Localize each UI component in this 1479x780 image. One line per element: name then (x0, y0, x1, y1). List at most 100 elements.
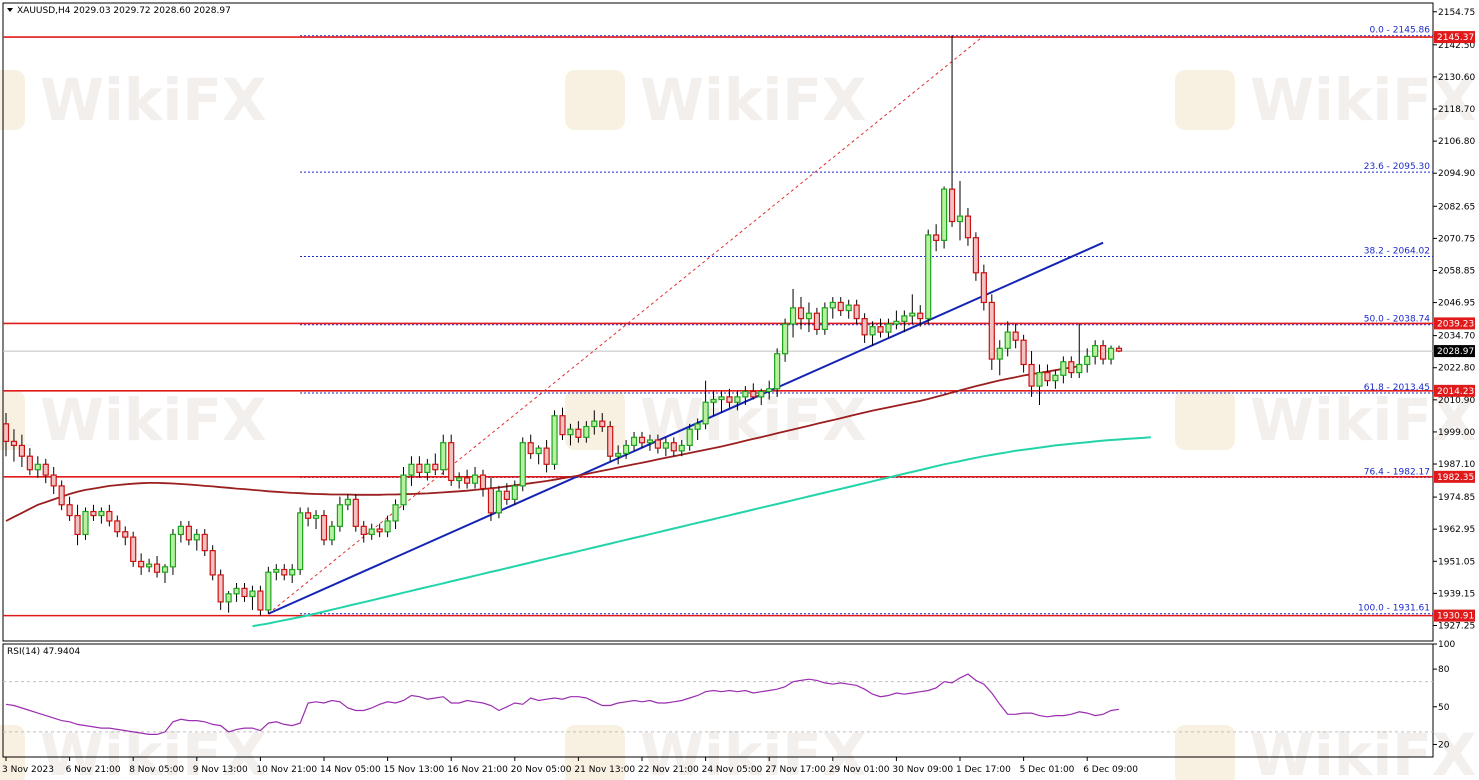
candle (456, 472, 463, 489)
candle (686, 423, 693, 451)
candle (10, 429, 18, 462)
candle (297, 507, 304, 575)
candle (774, 348, 781, 397)
price-axis-label: 2010.90 (1438, 396, 1475, 406)
candle (328, 520, 336, 546)
candle (694, 418, 701, 441)
candle (797, 297, 805, 330)
candle-body (718, 396, 725, 401)
candle-body (567, 428, 574, 436)
candle (392, 499, 399, 530)
moving-average-layer (5, 365, 1151, 628)
candle-body (1068, 361, 1075, 374)
time-axis-label: 16 Nov 21:00 (447, 765, 508, 775)
level-price-tag-label: 1982.35 (1437, 473, 1474, 483)
level-price-tag (1434, 384, 1475, 397)
candle (781, 318, 789, 362)
time-axis-label: 3 Nov 2023 (2, 765, 54, 775)
candle-body (58, 485, 65, 506)
watermark-logo-icon (1175, 70, 1235, 130)
candle-body (813, 312, 821, 331)
candle (34, 456, 41, 478)
candle-body (169, 533, 177, 568)
price-axis-label: 2046.95 (1438, 299, 1475, 309)
candle-body (440, 442, 447, 471)
candle-body (972, 237, 980, 274)
fib-level-label: 23.6 - 2095.30 (1364, 162, 1430, 172)
symbol-dropdown-icon[interactable] (7, 8, 13, 12)
candle-body (217, 574, 224, 603)
candle-body (336, 504, 343, 527)
candle-body (758, 390, 765, 398)
candle (829, 297, 836, 319)
candle (742, 386, 749, 405)
candle (503, 483, 510, 505)
candle-body (289, 568, 296, 576)
candle (26, 448, 33, 476)
fib-level-label: 76.4 - 1982.17 (1364, 467, 1430, 477)
candle-body (122, 531, 129, 538)
candle (185, 520, 192, 546)
candle (1068, 356, 1075, 378)
candle-body (1012, 331, 1019, 341)
candle-body (320, 514, 328, 541)
candle (320, 510, 328, 546)
time-axis-label: 6 Nov 21:00 (66, 765, 121, 775)
candle (607, 421, 614, 462)
candle (980, 264, 987, 311)
candle-body (694, 423, 701, 430)
candle-body (781, 323, 789, 355)
candle (837, 297, 844, 316)
level-price-tag-label: 1930.91 (1437, 612, 1474, 622)
candle (336, 496, 343, 532)
candle-body (42, 463, 49, 476)
candle (58, 480, 65, 511)
candle-body (622, 444, 630, 455)
candle (352, 493, 359, 532)
candle (1076, 324, 1083, 378)
level-price-tag-label: 2039.23 (1437, 319, 1474, 329)
candle (432, 453, 439, 476)
candle-body (305, 512, 312, 519)
candle (1036, 364, 1043, 405)
candle-body (797, 307, 805, 320)
candle (551, 410, 558, 470)
candle (789, 288, 797, 338)
candle (535, 445, 542, 465)
time-axis-label: 29 Nov 01:00 (829, 765, 890, 775)
candle (964, 208, 972, 246)
candle (18, 434, 25, 467)
candle (1099, 340, 1107, 365)
candle-body (10, 440, 18, 447)
candle-body (1044, 371, 1051, 382)
candle (448, 434, 455, 486)
candle-body (646, 439, 654, 444)
sma-green-line (252, 436, 1151, 628)
candle-body (925, 234, 932, 320)
candle (233, 583, 240, 602)
time-axis-label: 10 Nov 21:00 (256, 765, 317, 775)
candle (654, 434, 662, 454)
price-axis-label: 2034.70 (1438, 332, 1475, 342)
candle (702, 380, 709, 430)
level-price-tag (1434, 317, 1475, 330)
candle (583, 421, 590, 443)
candle (241, 583, 248, 602)
candle-body (328, 525, 336, 541)
candle (861, 313, 868, 343)
candle (678, 440, 685, 457)
price-axis-label: 2070.75 (1438, 234, 1475, 244)
candle (615, 445, 622, 465)
candle-body (1099, 345, 1107, 360)
candle (972, 232, 980, 281)
candle (281, 564, 288, 581)
candle-body (392, 504, 399, 522)
candle-body (1004, 331, 1011, 349)
candle-body (352, 498, 359, 527)
candle-body (885, 323, 892, 333)
candle (519, 437, 526, 492)
watermark-logo-icon (565, 725, 625, 780)
candle (82, 507, 89, 540)
candle (988, 294, 995, 370)
